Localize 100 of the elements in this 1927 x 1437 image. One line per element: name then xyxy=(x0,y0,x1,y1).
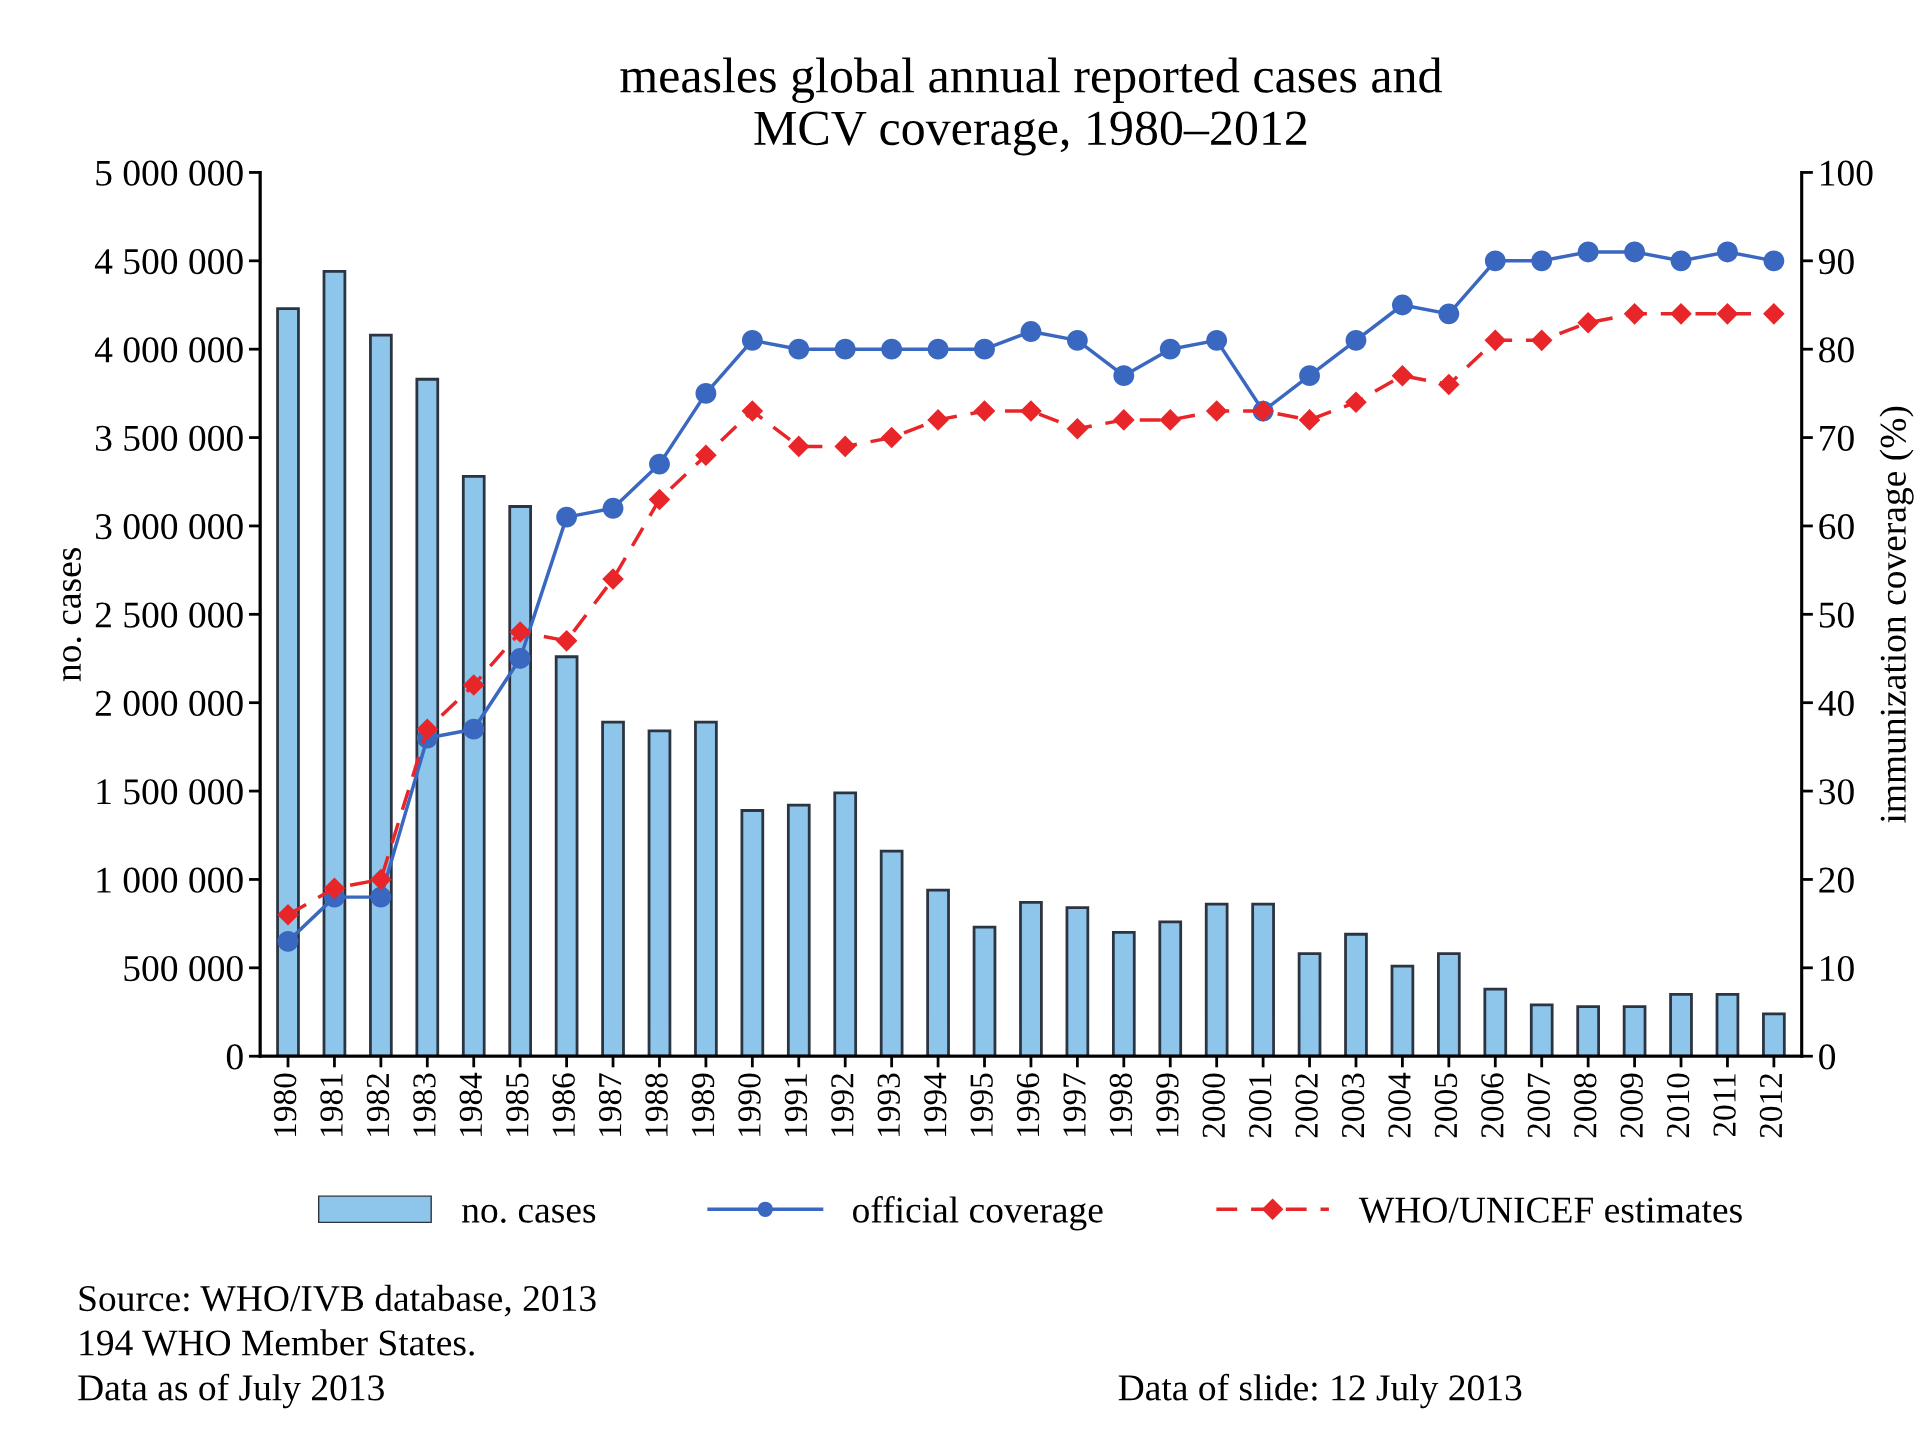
point xyxy=(788,338,810,360)
y2-tick-label: 70 xyxy=(1820,425,1854,451)
bar xyxy=(1390,964,1415,1057)
x-tick-label: 1985 xyxy=(506,1073,529,1136)
bar xyxy=(1158,920,1183,1057)
bar xyxy=(1111,931,1136,1057)
y-tick-label: 3 500 000 xyxy=(95,425,243,451)
point xyxy=(1716,303,1739,325)
point xyxy=(927,409,949,431)
bar xyxy=(508,505,533,1057)
point xyxy=(1113,365,1135,387)
y-tick-label: 4 000 000 xyxy=(94,337,243,363)
x-tick-label: 1982 xyxy=(366,1074,390,1136)
point xyxy=(1298,409,1321,431)
x-tick-label: 2009 xyxy=(1620,1073,1643,1138)
bar xyxy=(926,888,950,1057)
point xyxy=(1484,329,1507,352)
point xyxy=(323,877,346,900)
point xyxy=(787,435,810,458)
y2-tick-label: 10 xyxy=(1821,955,1854,982)
point xyxy=(277,903,299,926)
y-tick-label: 4 500 000 xyxy=(94,248,243,275)
y2-tick-label: 90 xyxy=(1818,248,1854,275)
bar xyxy=(415,377,440,1057)
x-tick-label: 1992 xyxy=(831,1074,854,1136)
point xyxy=(602,568,624,590)
y-tick-label: 1 000 000 xyxy=(97,867,243,893)
point xyxy=(509,621,531,643)
y-tick-label: 3 000 000 xyxy=(95,514,243,540)
point xyxy=(1159,409,1182,431)
x-tick-label: 2003 xyxy=(1341,1073,1365,1138)
y2-tick-label: 100 xyxy=(1821,160,1873,186)
x-tick-label: 1983 xyxy=(413,1073,436,1136)
y2-tick-label: 60 xyxy=(1819,514,1854,540)
x-tick-label: 1989 xyxy=(691,1073,715,1136)
x-tick-label: 1988 xyxy=(645,1073,668,1136)
point xyxy=(973,400,996,422)
point xyxy=(1205,400,1228,422)
point xyxy=(602,497,624,519)
x-tick-label: 2004 xyxy=(1388,1072,1411,1138)
point xyxy=(277,930,299,952)
point xyxy=(1624,241,1645,263)
point xyxy=(1717,241,1738,263)
point xyxy=(416,718,439,741)
bar xyxy=(322,270,347,1057)
y2-tick-label: 30 xyxy=(1819,779,1854,805)
bar xyxy=(1762,1012,1786,1057)
bar xyxy=(786,803,811,1057)
point xyxy=(555,630,578,652)
point xyxy=(1299,365,1320,387)
x-tick-label: 2005 xyxy=(1434,1073,1458,1138)
y-axis-title: no. cases xyxy=(62,548,82,682)
bar xyxy=(1344,932,1368,1057)
bar xyxy=(740,809,765,1057)
point xyxy=(1113,409,1135,431)
y2-tick-label: 50 xyxy=(1819,602,1854,628)
y-tick-label: 5 000 000 xyxy=(96,160,243,186)
bar xyxy=(601,720,625,1057)
x-tick-label: 1994 xyxy=(924,1072,947,1136)
x-tick-label: 1984 xyxy=(459,1072,483,1136)
y2-tick-label: 40 xyxy=(1818,690,1854,717)
point xyxy=(1438,373,1460,396)
point xyxy=(1530,329,1553,352)
x-tick-label: 1993 xyxy=(877,1073,900,1136)
point xyxy=(1438,303,1460,325)
x-tick-label: 1997 xyxy=(1063,1073,1086,1136)
text: Data of slide: 12 July 2013 xyxy=(1118,1373,1522,1409)
bar xyxy=(461,475,486,1057)
x-tick-label: 1987 xyxy=(598,1073,622,1136)
point xyxy=(509,648,531,669)
x-tick-label: 1995 xyxy=(970,1073,993,1136)
point xyxy=(1577,311,1599,334)
point xyxy=(880,426,903,449)
bar xyxy=(276,307,300,1057)
x-tick-label: 1981 xyxy=(320,1074,343,1136)
point xyxy=(463,718,485,740)
y-tick-label: 500 000 xyxy=(124,955,243,982)
bar xyxy=(1204,902,1229,1057)
point xyxy=(556,506,578,528)
x-tick-label: 1991 xyxy=(784,1074,808,1136)
bar xyxy=(694,720,718,1057)
x-tick-label: 1998 xyxy=(1109,1073,1133,1136)
bar xyxy=(1715,992,1740,1057)
point xyxy=(1670,303,1692,325)
point xyxy=(927,338,949,360)
point xyxy=(1763,303,1785,325)
x-tick-label: 2007 xyxy=(1527,1073,1551,1138)
y2-axis-title: immunization coverage (%) xyxy=(1879,406,1914,823)
point xyxy=(649,453,670,475)
bar xyxy=(1576,1005,1600,1057)
x-tick-label: 2008 xyxy=(1574,1073,1597,1138)
point xyxy=(1531,250,1553,272)
x-tick-label: 2002 xyxy=(1295,1074,1318,1138)
point xyxy=(1391,364,1414,387)
point xyxy=(462,674,485,696)
x-tick-label: 1980 xyxy=(273,1073,297,1136)
y2-tick-label: 20 xyxy=(1819,867,1854,893)
point xyxy=(741,400,764,422)
point xyxy=(1066,417,1089,440)
point xyxy=(1577,241,1599,263)
